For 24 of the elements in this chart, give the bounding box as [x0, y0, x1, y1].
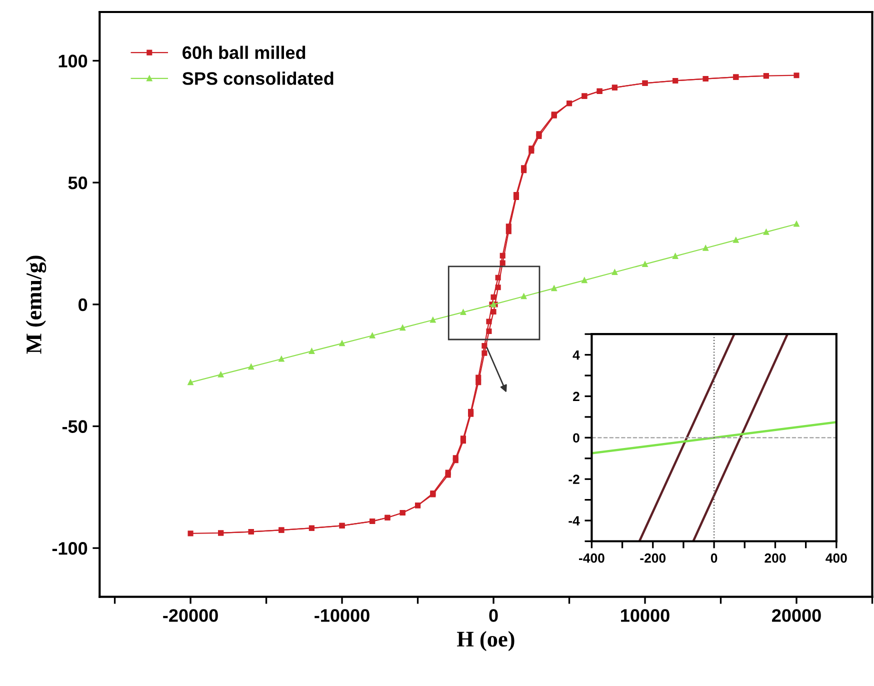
x-tick-label: -10000	[314, 609, 370, 622]
x-tick-label: 0	[489, 609, 498, 622]
y-tick-label: -100	[52, 542, 88, 555]
x-tick-label: -400	[579, 553, 604, 563]
y-tick-label: -4	[568, 516, 580, 526]
x-tick-label: 400	[826, 553, 847, 563]
legend-label: SPS consolidated	[182, 72, 334, 85]
x-tick-label: -20000	[163, 609, 218, 622]
x-tick-label: -200	[640, 553, 666, 563]
x-tick-label: 20000	[772, 609, 821, 622]
x-tick-label: 200	[764, 553, 786, 563]
x-tick-label: 0	[710, 553, 718, 563]
y-tick-label: 50	[68, 176, 88, 190]
y-tick-label: 4	[572, 350, 580, 360]
y-tick-label: -2	[568, 474, 580, 484]
y-tick-label: 0	[78, 298, 88, 312]
y-tick-label: 0	[573, 433, 580, 443]
x-axis-title: H (oe)	[457, 631, 514, 652]
legend-label: 60h ball milled	[182, 46, 306, 60]
x-tick-label: 10000	[621, 609, 670, 622]
y-tick-label: -50	[62, 420, 88, 433]
y-tick-label: 100	[58, 54, 88, 68]
y-tick-label: 2	[573, 392, 580, 402]
y-axis-title: M (emu/g)	[26, 256, 46, 354]
